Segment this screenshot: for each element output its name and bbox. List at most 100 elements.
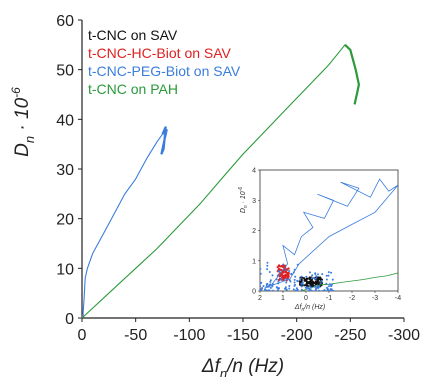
inset-point xyxy=(293,278,296,281)
inset-point xyxy=(300,275,303,278)
inset-point xyxy=(326,287,329,290)
inset-point xyxy=(271,274,274,277)
x-tick-label: -250 xyxy=(334,327,366,344)
inset-point xyxy=(317,273,319,276)
inset-point xyxy=(306,287,309,290)
inset-point xyxy=(314,272,317,275)
x-tick-label: -150 xyxy=(227,327,259,344)
inset-point xyxy=(325,274,328,277)
inset-point xyxy=(292,271,295,274)
inset-point xyxy=(296,279,299,282)
inset-plot: 2 1 0 -1 -2 -3 -4 0 1 2 3 4 Δfn/n (Hz) Dn · 10-6 xyxy=(238,168,401,314)
inset-point xyxy=(294,289,297,291)
inset-point xyxy=(269,279,272,282)
inset-point xyxy=(330,271,333,274)
inset-point xyxy=(293,281,296,284)
x-tick-label: -50 xyxy=(124,327,147,344)
inset-point xyxy=(309,286,312,289)
inset-point xyxy=(268,271,271,273)
inset-point xyxy=(321,273,324,276)
inset-point xyxy=(266,268,269,271)
inset-point xyxy=(317,289,320,291)
y-tick-label: 40 xyxy=(56,112,74,129)
x-tick-label: 0 xyxy=(78,327,87,344)
inset-x-tick-label: -1 xyxy=(326,295,332,302)
inset-point xyxy=(299,277,302,280)
inset-point xyxy=(269,283,272,286)
inset-y-tick-label: 3 xyxy=(252,198,256,205)
inset-x-tick-label: 2 xyxy=(258,295,262,302)
inset-point xyxy=(284,268,287,271)
main-plot: 0 -50 -100 -150 -200 -250 -3000102030405060Δfn… xyxy=(9,13,420,377)
inset-point xyxy=(285,288,288,291)
inset-point xyxy=(271,283,274,286)
y-tick-label: 60 xyxy=(56,13,74,30)
inset-point xyxy=(305,283,308,286)
inset-point xyxy=(331,278,334,281)
inset-y-axis-title: Dn · 10-6 xyxy=(238,187,249,214)
inset-point xyxy=(318,285,321,288)
inset-y-tick-label: 4 xyxy=(252,168,256,175)
inset-point xyxy=(310,289,313,291)
inset-point xyxy=(306,277,309,280)
inset-point xyxy=(314,289,317,291)
inset-point xyxy=(288,270,291,272)
y-tick-label: 30 xyxy=(56,162,74,179)
inset-point xyxy=(260,285,262,288)
inset-point xyxy=(288,279,291,282)
y-tick-label: 10 xyxy=(56,261,74,278)
inset-point xyxy=(328,283,331,286)
inset-point xyxy=(266,261,269,264)
inset-point xyxy=(260,267,262,270)
inset-point xyxy=(310,280,313,283)
inset-point xyxy=(327,274,330,277)
inset-point xyxy=(296,263,299,266)
inset-point xyxy=(323,289,326,291)
inset-cluster-3 xyxy=(260,261,335,291)
inset-point xyxy=(277,282,280,285)
inset-point xyxy=(295,287,298,290)
inset-point xyxy=(313,285,316,288)
inset-point xyxy=(327,289,330,291)
inset-point xyxy=(315,275,318,278)
inset-point xyxy=(316,282,319,285)
inset-point xyxy=(290,272,293,275)
series-line-4-end xyxy=(344,43,361,105)
inset-point xyxy=(260,272,262,275)
inset-point xyxy=(292,288,295,291)
series-line-3-end xyxy=(160,126,168,155)
inset-x-tick-label: -2 xyxy=(349,295,355,302)
inset-point xyxy=(278,264,281,267)
inset-point xyxy=(286,277,289,280)
inset-point xyxy=(283,275,286,278)
inset-x-tick-label: -4 xyxy=(395,295,401,302)
inset-point xyxy=(311,274,314,277)
inset-point xyxy=(287,267,290,270)
inset-point xyxy=(278,270,281,273)
inset-point xyxy=(307,281,310,284)
inset-point xyxy=(280,272,283,275)
inset-point xyxy=(321,290,324,291)
inset-point xyxy=(329,288,332,291)
series-line-3 xyxy=(81,126,168,319)
inset-y-tick-label: 2 xyxy=(252,228,256,235)
inset-point xyxy=(260,281,263,284)
inset-point xyxy=(278,287,280,290)
inset-point xyxy=(266,283,269,286)
y-axis-title: Dn · 10-6 xyxy=(9,87,37,157)
y-tick-label: 20 xyxy=(56,212,74,229)
inset-point xyxy=(310,277,313,280)
legend-entry-3: t-CNC-PEG-Biot on SAV xyxy=(88,63,241,79)
inset-point xyxy=(266,285,268,288)
x-tick-label: -300 xyxy=(388,327,420,344)
x-tick-label: -100 xyxy=(173,327,205,344)
inset-point xyxy=(262,285,265,287)
inset-point xyxy=(300,288,303,291)
inset-point xyxy=(272,289,274,291)
inset-y-tick-label: 0 xyxy=(252,289,256,296)
inset-point xyxy=(318,277,321,280)
inset-y-tick-label: 1 xyxy=(252,258,256,265)
y-tick-label: 0 xyxy=(65,311,74,328)
inset-point xyxy=(266,264,269,267)
